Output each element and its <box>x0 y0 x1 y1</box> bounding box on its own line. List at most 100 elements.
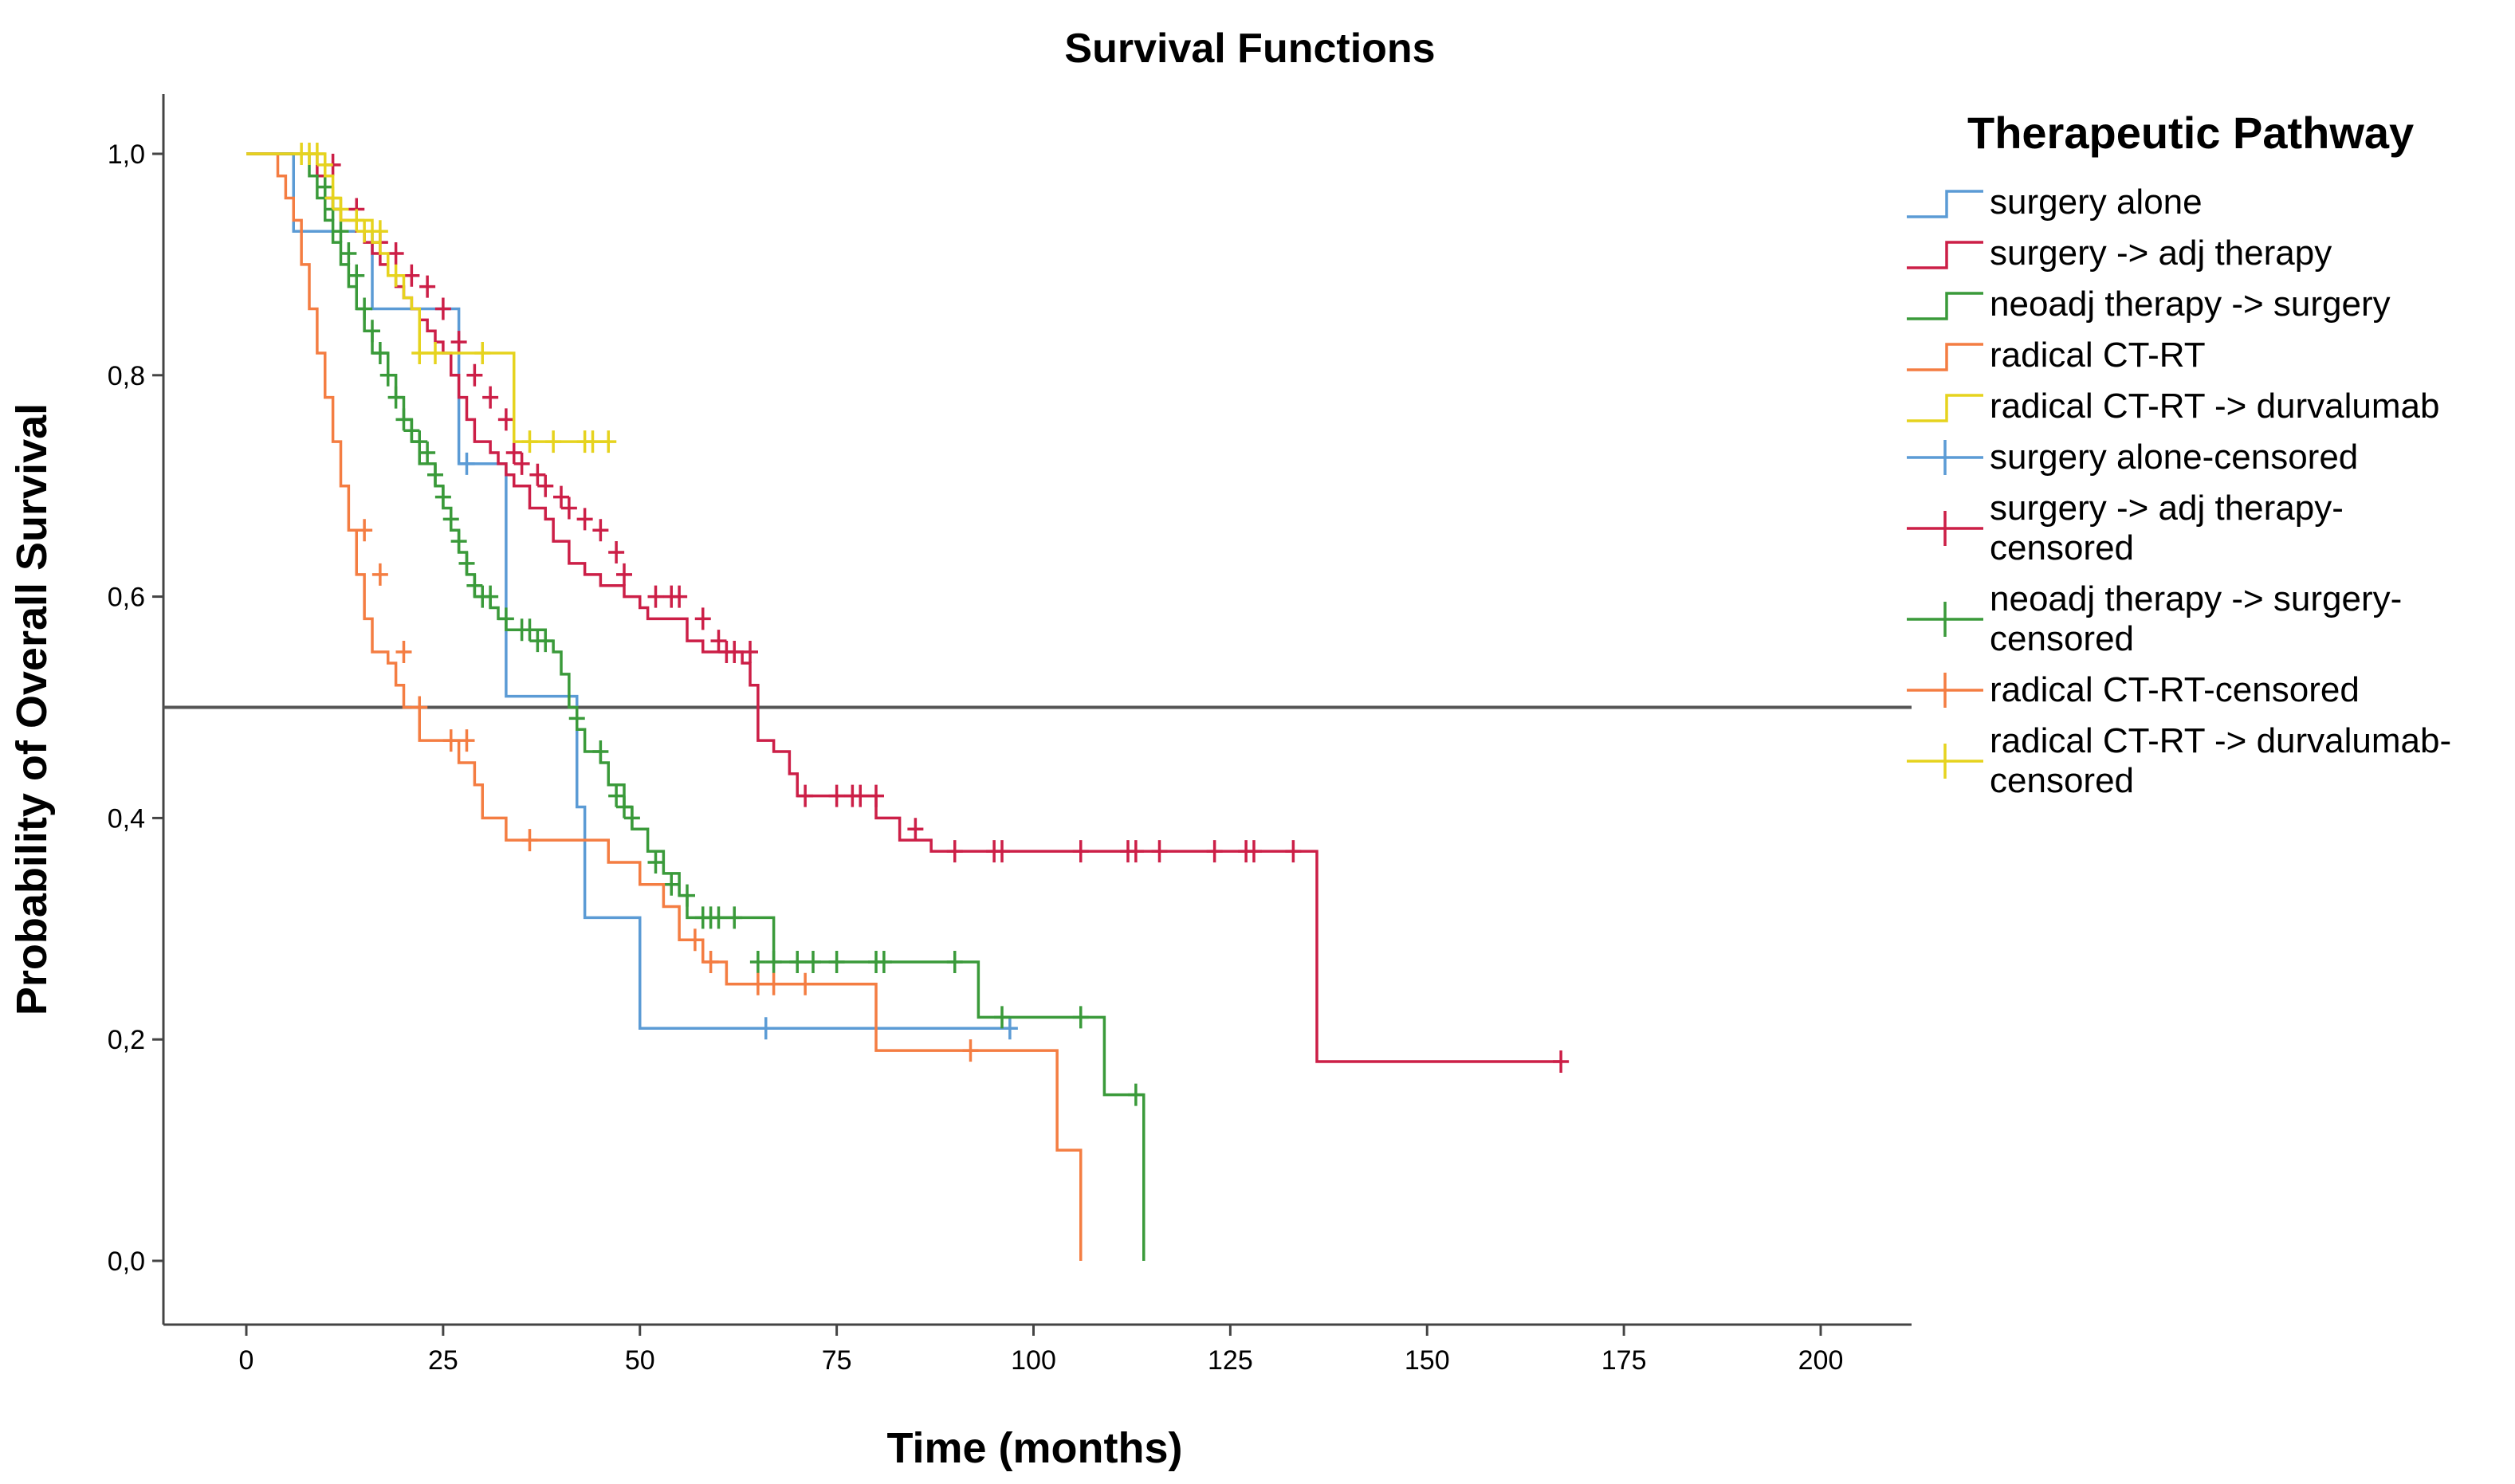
censor-mark <box>608 541 625 564</box>
censor-mark <box>553 485 569 508</box>
censor-mark <box>371 342 388 365</box>
survival-curve <box>246 152 1562 1063</box>
censor-mark <box>434 485 451 508</box>
censor-mark <box>442 729 459 752</box>
chart-title: Survival Functions <box>1064 26 1435 72</box>
censor-mark <box>560 497 577 520</box>
censor-mark <box>442 508 459 531</box>
y-tick-label: 0,4 <box>108 803 145 834</box>
legend: surgery alone surgery -> adj therapy neoad… <box>1907 183 2451 800</box>
censor-mark <box>805 950 821 973</box>
x-tick-label: 150 <box>1405 1345 1450 1376</box>
legend-item: neoadj therapy -> surgery <box>1907 285 2391 324</box>
censor-mark <box>521 430 538 453</box>
y-tick-label: 0,8 <box>108 361 145 391</box>
censor-mark <box>1246 840 1262 863</box>
censor-mark <box>332 220 349 243</box>
censor-mark <box>419 275 436 298</box>
censor-mark <box>994 1006 1010 1029</box>
series-4 <box>246 143 617 453</box>
censor-mark <box>568 707 585 730</box>
censor-mark <box>458 729 475 752</box>
censor-mark <box>434 297 451 320</box>
censor-mark <box>710 630 727 653</box>
censor-mark <box>316 153 333 176</box>
censor-mark <box>395 408 412 431</box>
censor-mark <box>411 430 428 453</box>
y-tick-label: 0,2 <box>108 1025 145 1055</box>
censor-mark <box>458 452 475 475</box>
y-tick-label: 0,0 <box>108 1246 145 1277</box>
legend-item: radical CT-RT <box>1907 336 2206 375</box>
x-tick-label: 125 <box>1208 1345 1253 1376</box>
censor-mark <box>828 784 845 807</box>
censor-mark <box>749 972 766 995</box>
x-tick-label: 200 <box>1798 1345 1844 1376</box>
censor-mark <box>427 463 443 486</box>
censor-mark <box>789 950 806 973</box>
legend-label: censored <box>1990 619 2134 658</box>
censor-mark <box>600 430 617 453</box>
censor-mark <box>466 363 483 387</box>
censor-mark <box>765 950 782 973</box>
censor-mark <box>308 143 325 165</box>
censor-mark <box>710 906 727 929</box>
censor-mark <box>726 641 743 664</box>
censor-mark <box>1072 1006 1089 1029</box>
censor-mark <box>726 906 743 929</box>
censor-mark <box>1127 840 1144 863</box>
legend-item: surgery alone-censored <box>1907 438 2358 477</box>
legend-item: radical CT-RT -> durvalumab-censored <box>1907 721 2451 800</box>
y-tick-label: 0,6 <box>108 583 145 613</box>
censor-mark <box>679 884 695 907</box>
y-tick-label: 1,0 <box>108 139 145 170</box>
legend-censor-swatch <box>1907 673 1983 708</box>
censor-mark <box>592 519 609 542</box>
censor-mark <box>411 696 428 719</box>
censor-mark <box>403 419 420 442</box>
series-2 <box>246 152 1146 1261</box>
censor-mark <box>647 585 664 608</box>
censor-mark <box>663 873 680 896</box>
censor-mark <box>340 242 357 265</box>
censor-mark <box>395 641 412 664</box>
censor-mark <box>828 950 845 973</box>
censor-mark <box>419 442 436 465</box>
legend-label: radical CT-RT -> durvalumab <box>1990 387 2439 426</box>
censor-mark <box>521 829 538 852</box>
censor-mark <box>537 474 554 497</box>
plot-frame <box>162 94 1912 1326</box>
censor-mark <box>584 430 601 453</box>
legend-censor-swatch <box>1907 511 1983 546</box>
censor-mark <box>497 607 514 630</box>
legend-item: surgery -> adj therapy <box>1907 234 2332 273</box>
censor-mark <box>868 784 884 807</box>
censor-mark <box>332 198 349 221</box>
censor-mark <box>852 784 869 807</box>
censor-mark <box>616 795 632 819</box>
censor-mark <box>946 840 963 863</box>
legend-line-swatch <box>1907 190 1983 218</box>
censor-mark <box>592 740 609 764</box>
x-tick-label: 100 <box>1011 1345 1056 1376</box>
legend-label: surgery alone-censored <box>1990 438 2358 477</box>
censor-mark <box>364 320 380 343</box>
censor-mark <box>545 430 562 453</box>
censor-mark <box>356 519 373 542</box>
censor-mark <box>962 1039 979 1062</box>
x-tick-label: 175 <box>1601 1345 1647 1376</box>
censor-mark <box>427 342 443 365</box>
x-tick-label: 50 <box>625 1345 655 1376</box>
censor-mark <box>647 850 664 874</box>
censor-mark <box>356 297 373 320</box>
censor-mark <box>616 563 632 586</box>
legend-label: neoadj therapy -> surgery- <box>1990 579 2402 618</box>
censor-mark <box>1206 840 1223 863</box>
legend-line-swatch <box>1907 241 1983 269</box>
censor-mark <box>521 618 538 642</box>
legend-label: radical CT-RT-censored <box>1990 670 2360 709</box>
legend-item: radical CT-RT-censored <box>1907 670 2360 709</box>
censor-mark <box>474 342 491 365</box>
censor-mark <box>742 641 758 664</box>
censor-mark <box>907 818 924 841</box>
